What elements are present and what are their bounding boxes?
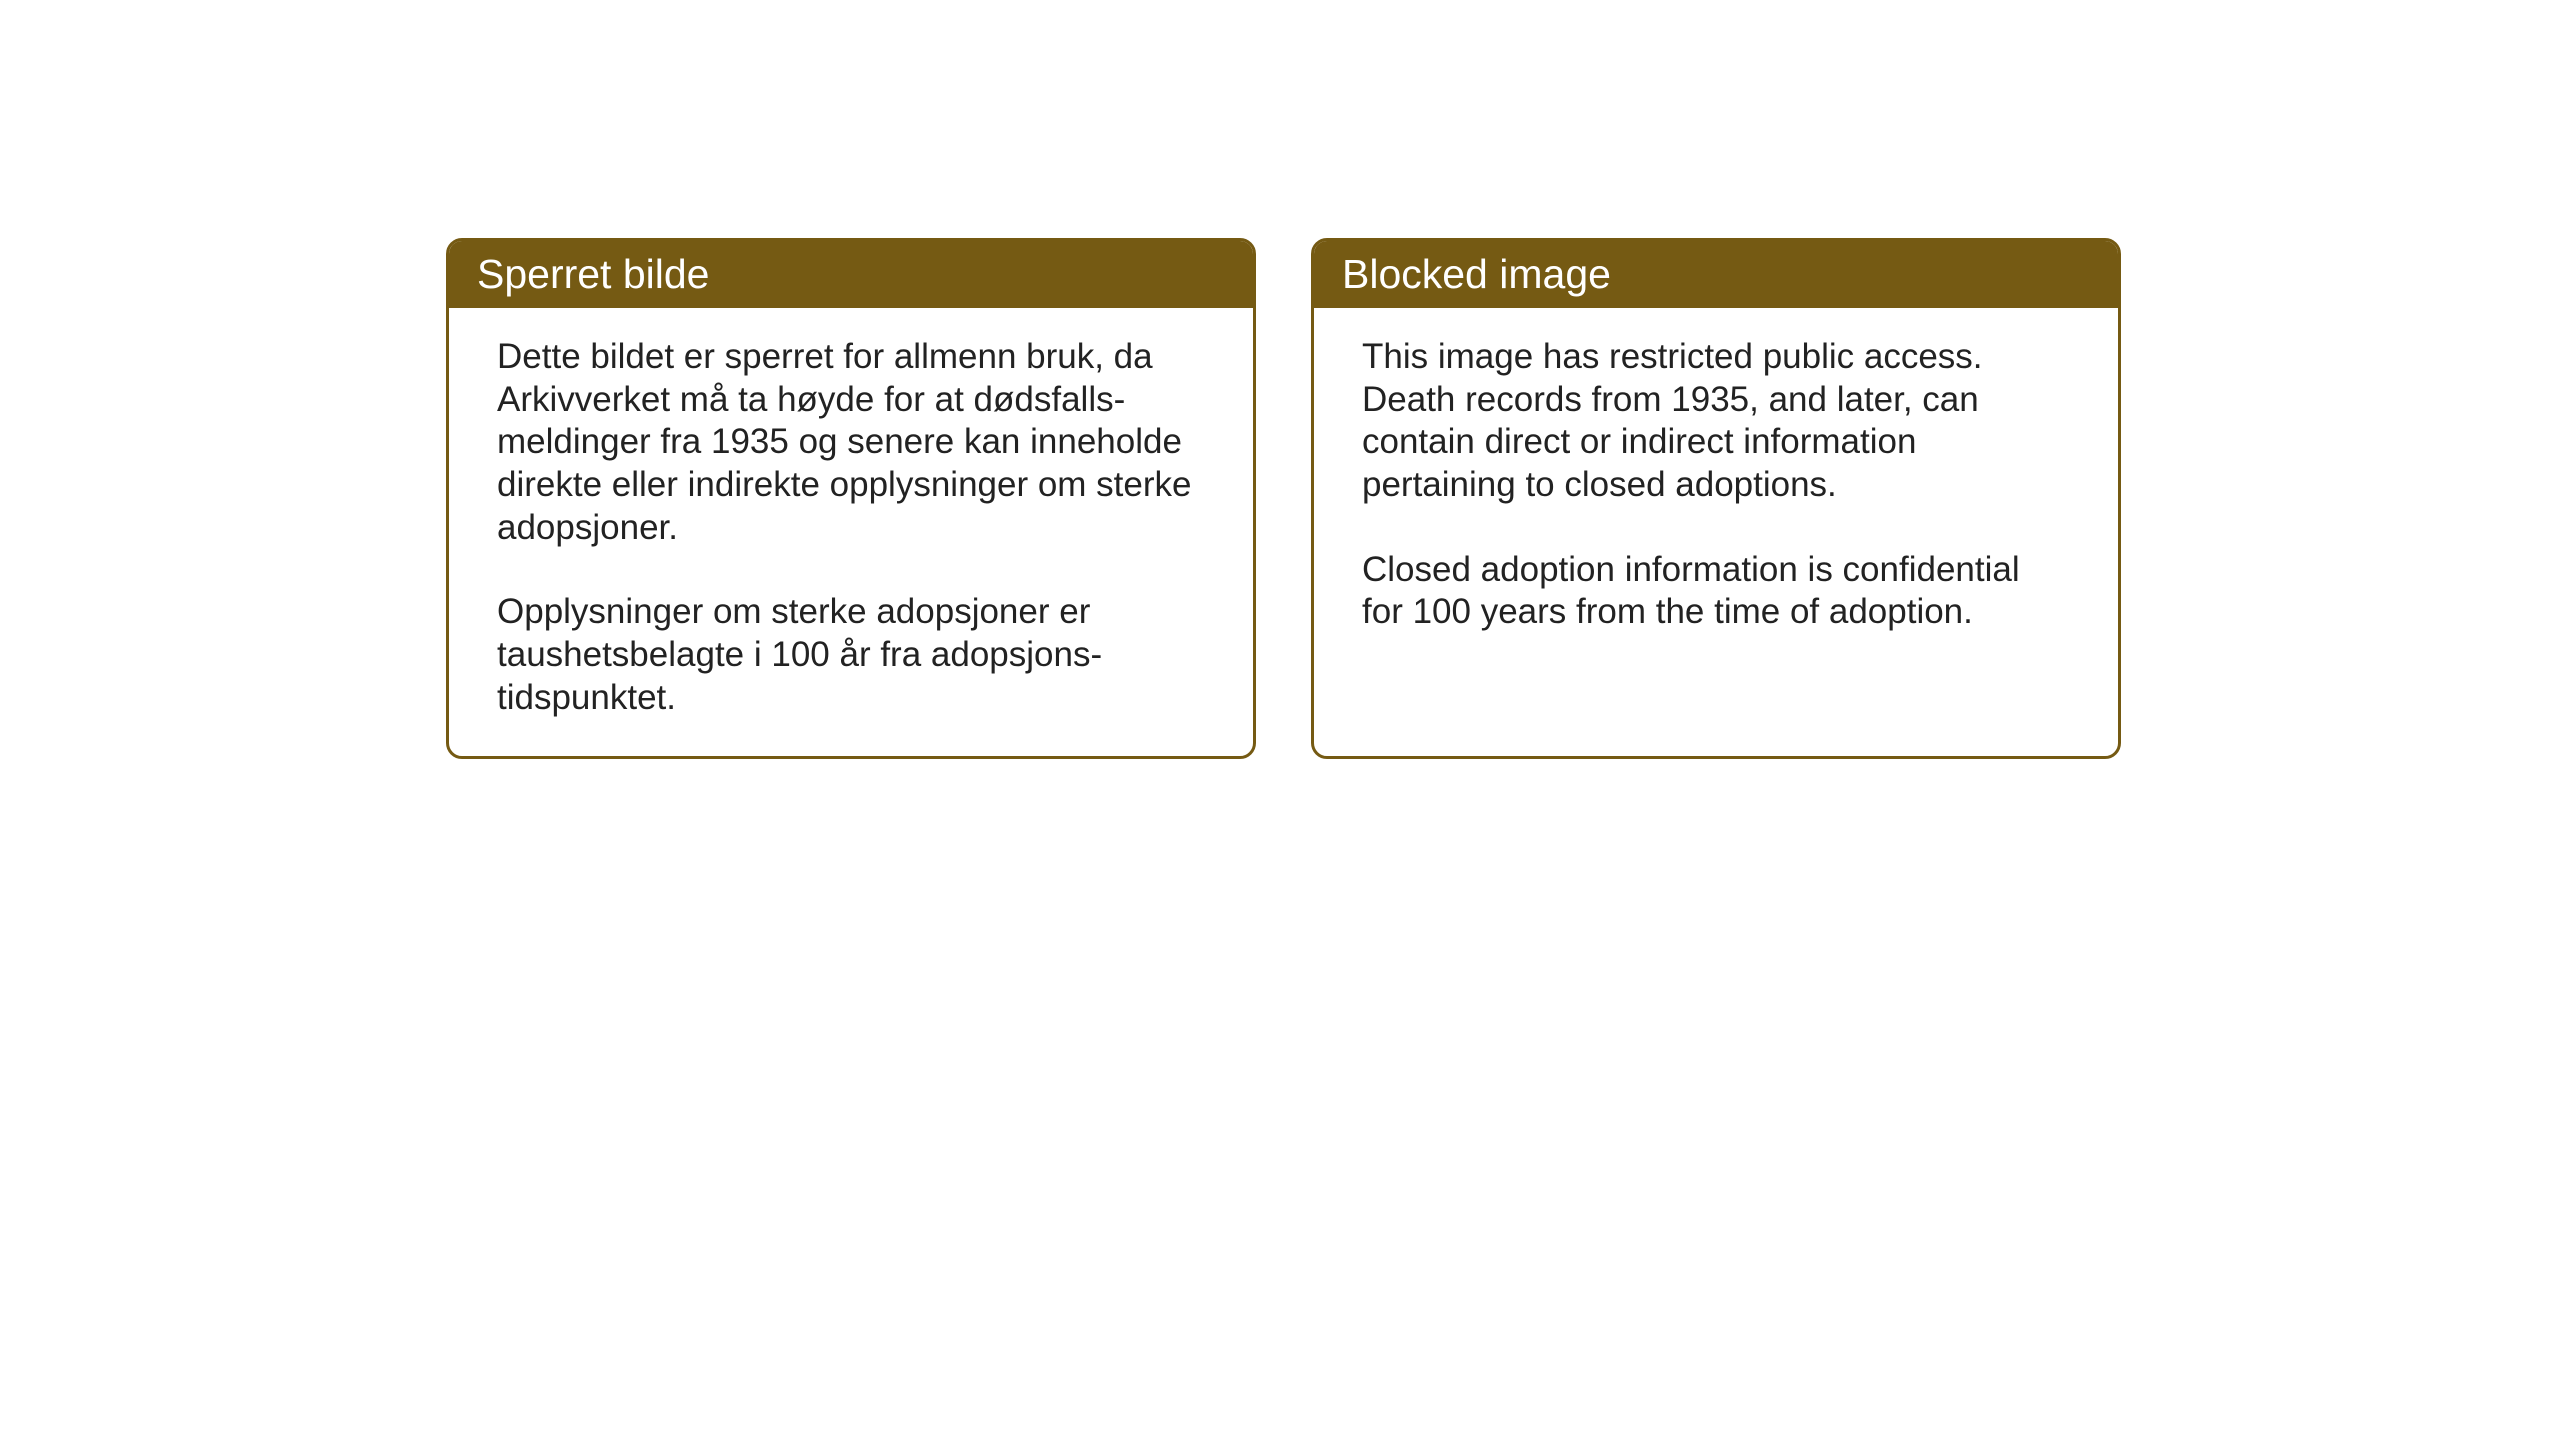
english-notice-card: Blocked image This image has restricted … bbox=[1311, 238, 2121, 759]
norwegian-card-body: Dette bildet er sperret for allmenn bruk… bbox=[449, 308, 1253, 756]
english-card-title: Blocked image bbox=[1314, 241, 2118, 308]
english-paragraph-1: This image has restricted public access.… bbox=[1362, 336, 2070, 507]
norwegian-paragraph-1: Dette bildet er sperret for allmenn bruk… bbox=[497, 336, 1205, 549]
english-paragraph-2: Closed adoption information is confident… bbox=[1362, 549, 2070, 634]
norwegian-notice-card: Sperret bilde Dette bildet er sperret fo… bbox=[446, 238, 1256, 759]
norwegian-paragraph-2: Opplysninger om sterke adopsjoner er tau… bbox=[497, 591, 1205, 719]
notice-container: Sperret bilde Dette bildet er sperret fo… bbox=[446, 238, 2121, 759]
english-card-body: This image has restricted public access.… bbox=[1314, 308, 2118, 748]
norwegian-card-title: Sperret bilde bbox=[449, 241, 1253, 308]
